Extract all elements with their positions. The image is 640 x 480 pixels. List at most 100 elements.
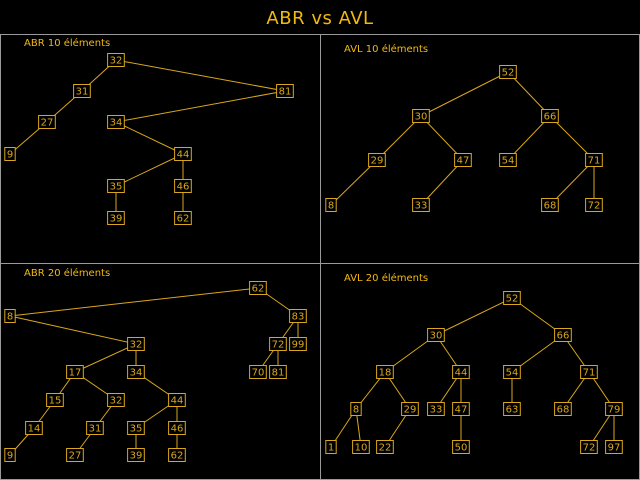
tree-node: 62 xyxy=(168,448,186,462)
node-box xyxy=(38,115,56,129)
node-box xyxy=(499,65,517,79)
tree-node: 14 xyxy=(25,421,43,435)
tree-node: 47 xyxy=(454,153,472,167)
node-box xyxy=(86,421,104,435)
node-label: 62 xyxy=(177,214,190,225)
node-label: 27 xyxy=(41,118,54,129)
node-label: 8 xyxy=(353,405,359,416)
tree-edge xyxy=(549,115,595,161)
node-box xyxy=(25,421,43,435)
node-label: 50 xyxy=(455,443,468,454)
node-box xyxy=(174,147,192,161)
tree-edge xyxy=(435,297,513,336)
node-box xyxy=(174,211,192,225)
tree-node: 62 xyxy=(174,211,192,225)
node-label: 1 xyxy=(328,443,334,454)
node-label: 47 xyxy=(455,405,468,416)
node-label: 68 xyxy=(544,201,557,212)
node-label: 72 xyxy=(583,443,596,454)
tree-node: 35 xyxy=(127,421,145,435)
node-label: 10 xyxy=(355,443,368,454)
node-box xyxy=(427,402,445,416)
node-label: 31 xyxy=(76,87,89,98)
tree-node: 50 xyxy=(452,440,470,454)
node-label: 44 xyxy=(171,396,184,407)
node-box xyxy=(127,337,145,351)
tree-node: 72 xyxy=(580,440,598,454)
tree-node: 9 xyxy=(4,147,16,161)
tree-edge xyxy=(115,121,184,155)
tree-edge xyxy=(420,71,509,117)
node-box xyxy=(107,115,125,129)
node-box xyxy=(412,198,430,212)
tree-node: 33 xyxy=(412,198,430,212)
node-box xyxy=(168,448,186,462)
tree-abr20: 62 8 83 32 72 99 17 34 70 81 15 32 44 14 31 35 46 9 27 39 62 xyxy=(4,281,307,462)
node-box xyxy=(554,328,572,342)
node-box xyxy=(368,153,386,167)
node-label: 31 xyxy=(89,424,102,435)
tree-node: 18 xyxy=(376,365,394,379)
node-box xyxy=(107,393,125,407)
node-box xyxy=(554,402,572,416)
tree-node: 9 xyxy=(4,448,16,462)
node-box xyxy=(4,448,16,462)
tree-node: 46 xyxy=(174,179,192,193)
tree-node: 52 xyxy=(499,65,517,79)
tree-node: 68 xyxy=(554,402,572,416)
node-box xyxy=(585,153,603,167)
node-box xyxy=(174,179,192,193)
node-box xyxy=(454,153,472,167)
node-box xyxy=(73,84,91,98)
node-box xyxy=(452,440,470,454)
tree-edge xyxy=(507,115,551,161)
tree-node: 35 xyxy=(107,179,125,193)
tree-node: 32 xyxy=(107,393,125,407)
node-label: 14 xyxy=(28,424,41,435)
tree-node: 17 xyxy=(66,365,84,379)
node-box xyxy=(325,440,337,454)
node-label: 81 xyxy=(279,87,292,98)
node-label: 33 xyxy=(415,201,428,212)
tree-node: 63 xyxy=(503,402,521,416)
node-label: 52 xyxy=(506,294,519,305)
node-box xyxy=(541,198,559,212)
tree-node: 10 xyxy=(352,440,370,454)
node-label: 35 xyxy=(130,424,143,435)
tree-avl20: 52 30 66 18 44 54 71 8 29 33 47 63 68 79 1 10 22 50 72 97 xyxy=(325,291,623,454)
tree-edge xyxy=(420,159,464,206)
node-label: 44 xyxy=(177,150,190,161)
node-box xyxy=(249,281,267,295)
tree-node: 29 xyxy=(368,153,386,167)
tree-node: 81 xyxy=(269,365,287,379)
tree-node: 68 xyxy=(541,198,559,212)
node-label: 8 xyxy=(7,312,13,323)
node-box xyxy=(168,421,186,435)
tree-node: 79 xyxy=(605,402,623,416)
node-box xyxy=(46,393,64,407)
node-label: 39 xyxy=(110,214,123,225)
tree-node: 72 xyxy=(269,337,287,351)
node-box xyxy=(249,365,267,379)
node-box xyxy=(412,109,430,123)
node-label: 18 xyxy=(379,368,392,379)
node-label: 83 xyxy=(292,312,305,323)
node-box xyxy=(452,402,470,416)
node-box xyxy=(580,440,598,454)
node-box xyxy=(107,179,125,193)
panel-title: AVL 10 éléments xyxy=(344,44,429,55)
node-label: 54 xyxy=(502,156,515,167)
node-label: 79 xyxy=(608,405,621,416)
node-label: 71 xyxy=(583,368,596,379)
node-box xyxy=(503,365,521,379)
node-label: 33 xyxy=(430,405,443,416)
node-label: 35 xyxy=(110,182,123,193)
node-label: 62 xyxy=(171,451,184,462)
node-label: 32 xyxy=(110,396,123,407)
tree-node: 8 xyxy=(4,309,16,323)
tree-node: 32 xyxy=(107,53,125,67)
node-label: 70 xyxy=(252,368,265,379)
tree-edge xyxy=(115,59,286,92)
node-label: 68 xyxy=(557,405,570,416)
